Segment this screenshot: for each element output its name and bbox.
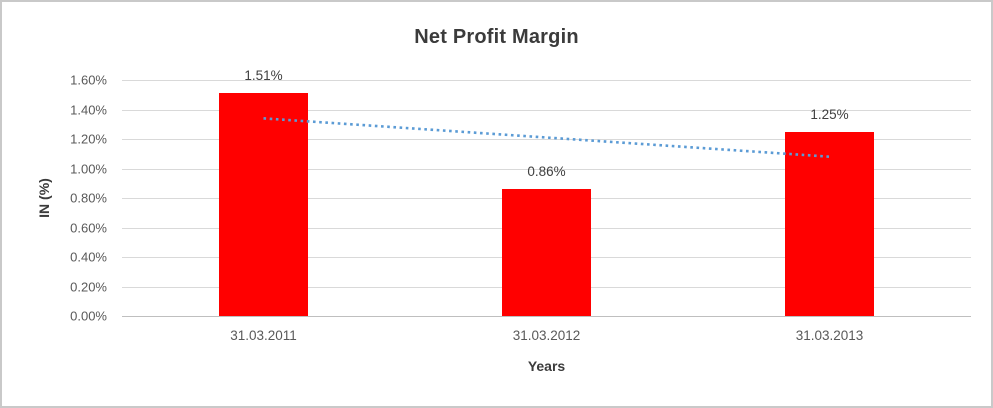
y-tick-label: 1.00% [70, 161, 107, 176]
bar-31.03.2013 [785, 131, 874, 316]
bar-31.03.2011 [219, 93, 308, 316]
bar-value-label: 1.25% [810, 106, 849, 122]
plot-area: 1.51% 0.86% 1.25% 31.03.2011 31.03.2012 31.0… [122, 68, 971, 343]
x-tick-label: 31.03.2012 [512, 328, 581, 343]
x-tick-label: 31.03.2011 [230, 328, 297, 343]
gridline [122, 109, 971, 111]
y-tick-label: 1.60% [70, 72, 107, 88]
chart-title: Net Profit Margin [414, 26, 579, 48]
y-tick-label: 0.20% [70, 279, 107, 294]
y-tick-label: 0.60% [70, 220, 107, 235]
x-axis-title: Years [527, 358, 566, 374]
bar-value-label: 1.51% [244, 68, 283, 84]
y-tick-label: 1.40% [70, 102, 107, 117]
trendline [263, 117, 830, 158]
gridline [122, 168, 971, 170]
y-tick-label: 0.80% [70, 190, 107, 206]
y-tick-label: 0.40% [70, 249, 107, 265]
y-tick-label: 0.00% [70, 308, 107, 324]
gridline [122, 80, 971, 81]
x-tick-label: 31.03.2013 [795, 328, 864, 343]
bar-31.03.2012 [502, 189, 591, 316]
x-axis-line [122, 316, 971, 317]
y-tick-label: 1.20% [70, 131, 107, 147]
gridline [122, 139, 971, 140]
bar-value-label: 0.86% [527, 164, 566, 180]
